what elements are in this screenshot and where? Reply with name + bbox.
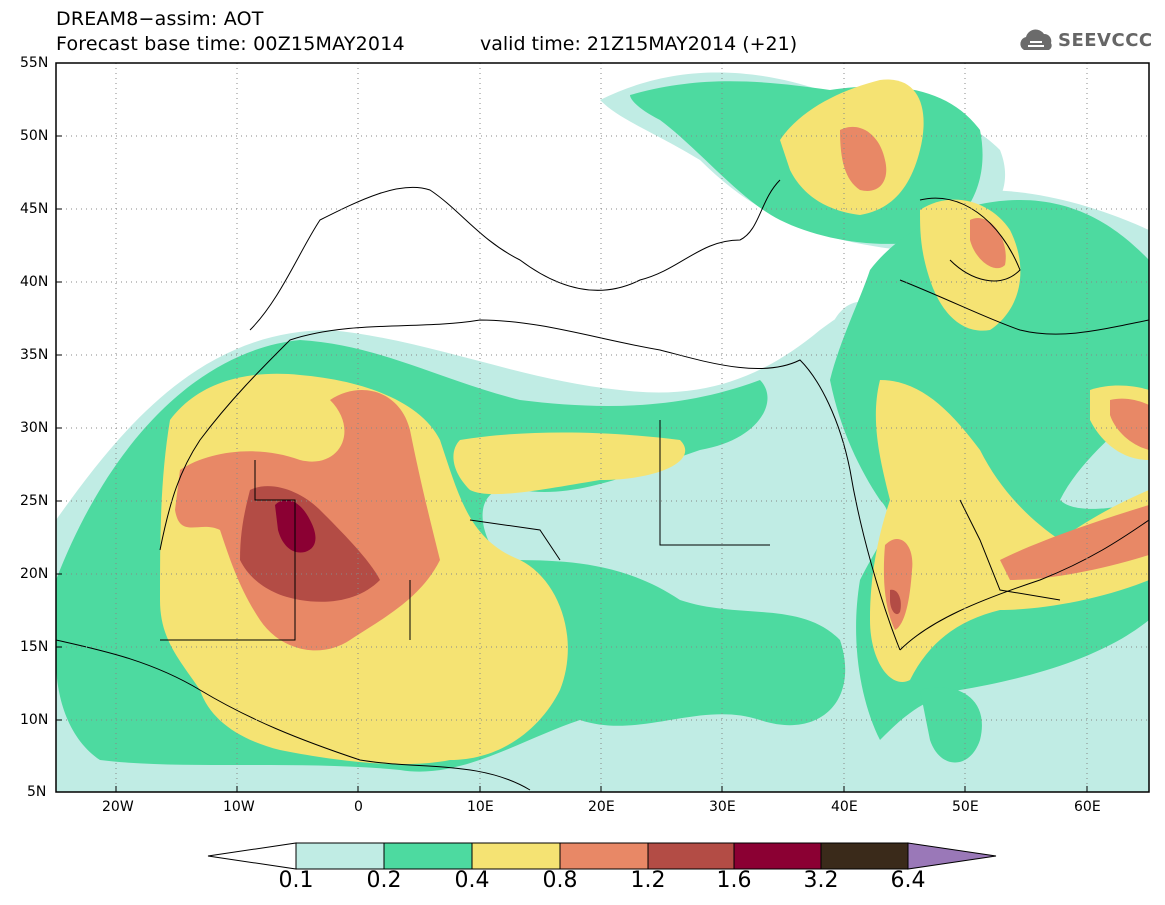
lon-tick: 0 (354, 799, 363, 815)
map-title: DREAM8−assim: AOT (56, 8, 264, 30)
coastlines (56, 179, 1149, 791)
lat-tick: 55N (20, 55, 49, 71)
valid-time: valid time: 21Z15MAY2014 (+21) (480, 33, 798, 55)
colorbar-label: 3.2 (803, 868, 839, 893)
lat-tick: 20N (20, 566, 49, 582)
lat-tick: 50N (20, 128, 49, 144)
colorbar-label: 0.1 (278, 868, 314, 893)
axis-ticks (56, 62, 1088, 793)
cloud-icon (1020, 29, 1052, 50)
grid (56, 63, 1149, 792)
lon-tick: 10E (467, 799, 494, 815)
colorbar-label: 1.6 (716, 868, 752, 893)
colorbar-label: 0.8 (542, 868, 578, 893)
lon-tick: 40E (831, 799, 858, 815)
lat-tick: 35N (20, 347, 49, 363)
lat-tick: 30N (20, 420, 49, 436)
lon-tick: 10W (223, 799, 255, 815)
aot-field (56, 63, 1149, 792)
lat-tick: 25N (20, 493, 49, 509)
lat-tick: 10N (20, 712, 49, 728)
colorbar-label: 1.2 (630, 868, 666, 893)
lat-tick: 15N (20, 639, 49, 655)
forecast-base-time: Forecast base time: 00Z15MAY2014 (56, 33, 405, 55)
lon-tick: 30E (709, 799, 736, 815)
colorbar-label: 6.4 (890, 868, 926, 893)
lat-tick: 45N (20, 201, 49, 217)
lon-tick: 20W (102, 799, 134, 815)
colorbar-label: 0.2 (366, 868, 402, 893)
lon-tick: 20E (588, 799, 615, 815)
colorbar-label: 0.4 (454, 868, 490, 893)
logo-text: SEEVCCC (1058, 30, 1153, 51)
lon-tick: 60E (1074, 799, 1101, 815)
lat-tick: 5N (27, 784, 47, 800)
lat-tick: 40N (20, 274, 49, 290)
lon-tick: 50E (952, 799, 979, 815)
